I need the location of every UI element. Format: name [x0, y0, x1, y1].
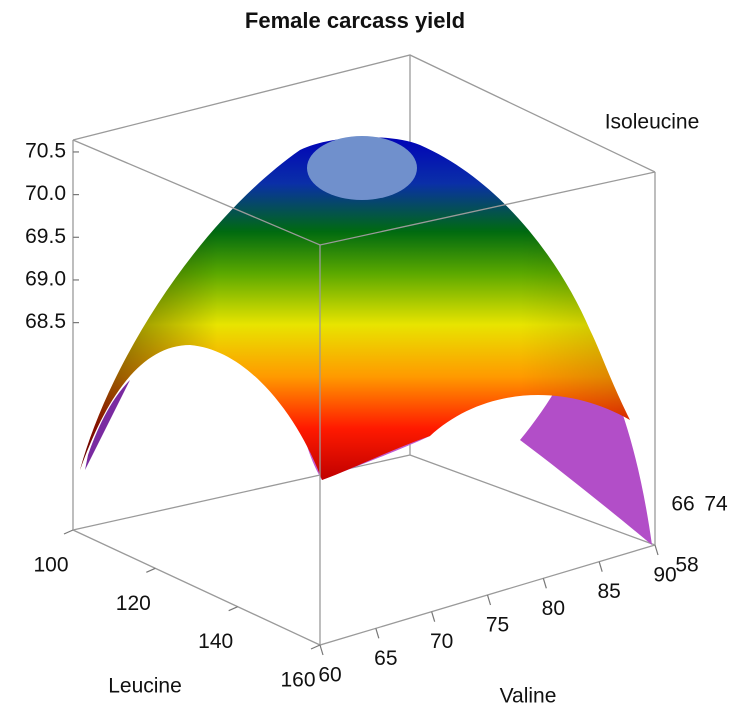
surface-underside: [85, 380, 130, 470]
y-tick: [598, 561, 603, 572]
z-tick-label: 70.5: [25, 139, 66, 162]
z-tick-label: 68.5: [25, 310, 66, 333]
y-tick: [486, 594, 492, 606]
box-edge: [72, 454, 411, 531]
box-edge: [72, 54, 656, 173]
x-tick: [146, 567, 156, 573]
y-tick: [319, 644, 324, 656]
chart-title: Female carcass yield: [245, 8, 465, 33]
z-tick-label: 69.5: [25, 225, 66, 248]
surface-cap: [307, 136, 417, 200]
surface-shade: [80, 137, 630, 480]
z-tick-label: 70.0: [25, 182, 66, 205]
x-tick-label: 100: [33, 554, 68, 577]
y-tick-label: 65: [374, 647, 397, 670]
x-tick-label: 140: [198, 630, 233, 653]
w-tick-label: 66: [671, 493, 694, 516]
surface-underside: [520, 330, 652, 545]
y-tick: [431, 611, 436, 622]
y-tick-label: 70: [430, 630, 453, 653]
y-tick-label: 60: [318, 664, 341, 687]
w-tick-label: 74: [704, 493, 728, 516]
x-tick: [63, 529, 74, 535]
y-tick-label: 80: [542, 597, 565, 620]
y-tick-label: 75: [486, 614, 509, 637]
box-edge: [72, 529, 656, 646]
y-tick: [375, 628, 380, 639]
y-tick-label: 90: [653, 564, 676, 587]
x-tick: [228, 606, 238, 612]
y-tick-label: 85: [597, 580, 620, 603]
box-edge: [409, 454, 656, 546]
surface: [80, 136, 652, 545]
x-tick-label: 160: [280, 669, 315, 692]
z-tick-label: 69.0: [25, 268, 66, 291]
axis-label: Isoleucine: [605, 111, 700, 134]
y-tick: [542, 578, 547, 589]
axis-label: Leucine: [108, 675, 182, 698]
y-tick: [654, 544, 659, 556]
x-tick: [310, 644, 321, 650]
x-tick-label: 120: [116, 592, 151, 615]
axis-label: Valine: [500, 685, 557, 708]
w-tick-label: 58: [675, 554, 698, 577]
box-edge: [72, 139, 656, 246]
